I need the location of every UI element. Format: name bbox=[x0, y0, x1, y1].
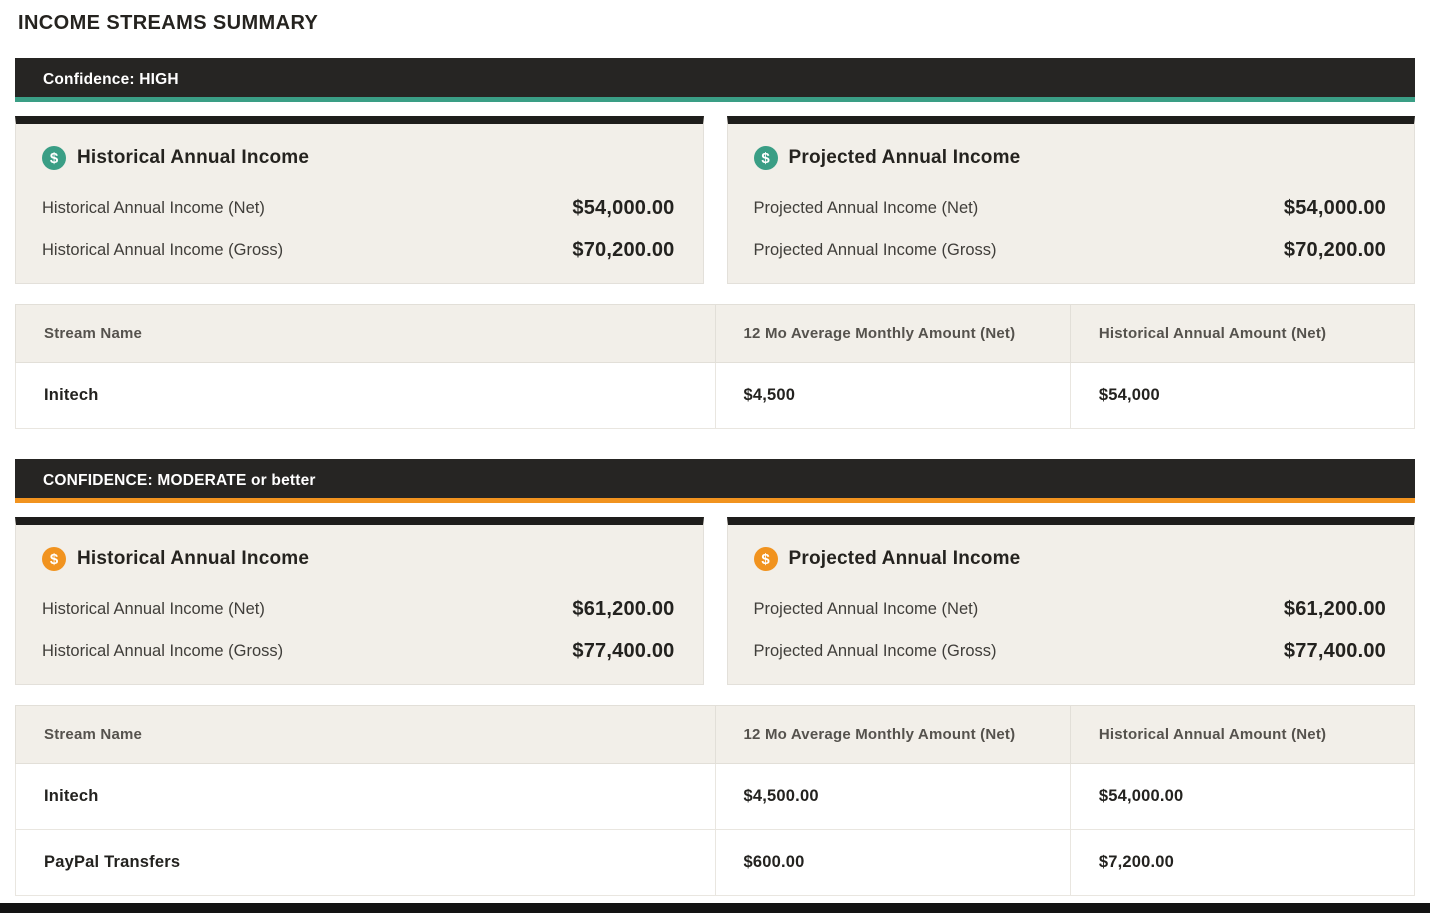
income-value: $61,200.00 bbox=[1283, 598, 1386, 620]
income-label: Projected Annual Income (Net) bbox=[753, 600, 979, 618]
stream-name-cell: Initech bbox=[15, 763, 716, 830]
confidence-banner-label: CONFIDENCE: MODERATE or better bbox=[43, 472, 316, 489]
dollar-circle-icon: $ bbox=[753, 146, 778, 170]
income-cards-row: $ Historical Annual Income Historical An… bbox=[15, 116, 1415, 284]
card-title: Projected Annual Income bbox=[788, 548, 1021, 569]
income-row: Historical Annual Income (Net) $61,200.0… bbox=[42, 597, 675, 621]
annual-amount-cell: $7,200.00 bbox=[1069, 829, 1416, 896]
income-row: Projected Annual Income (Gross) $70,200.… bbox=[754, 238, 1387, 262]
column-header-annual-amount: Historical Annual Amount (Net) bbox=[1069, 304, 1416, 363]
dollar-circle-icon: $ bbox=[753, 547, 778, 571]
next-section-banner-edge bbox=[0, 903, 1430, 913]
dollar-circle-icon: $ bbox=[42, 547, 66, 571]
income-value: $77,400.00 bbox=[1283, 640, 1386, 662]
projected-annual-income-card: $ Projected Annual Income Projected Annu… bbox=[726, 116, 1415, 284]
income-streams-table: Stream Name 12 Mo Average Monthly Amount… bbox=[15, 304, 1416, 429]
page-title: INCOME STREAMS SUMMARY bbox=[18, 12, 319, 34]
table-header-row: Stream Name 12 Mo Average Monthly Amount… bbox=[15, 304, 1416, 363]
income-row: Projected Annual Income (Net) $61,200.00 bbox=[754, 597, 1387, 621]
income-value: $54,000.00 bbox=[1283, 197, 1386, 219]
dollar-circle-icon: $ bbox=[42, 146, 66, 170]
income-label: Historical Annual Income (Gross) bbox=[42, 642, 284, 660]
income-row: Historical Annual Income (Gross) $77,400… bbox=[42, 639, 675, 663]
card-header: $ Projected Annual Income bbox=[753, 146, 1387, 170]
income-cards-row: $ Historical Annual Income Historical An… bbox=[15, 517, 1415, 685]
income-value: $61,200.00 bbox=[572, 598, 675, 620]
card-header: $ Historical Annual Income bbox=[42, 146, 675, 170]
historical-annual-income-card: $ Historical Annual Income Historical An… bbox=[15, 116, 704, 284]
stream-name-cell: Initech bbox=[15, 362, 716, 429]
monthly-amount-cell: $4,500 bbox=[714, 362, 1071, 429]
table-row: PayPal Transfers $600.00 $7,200.00 bbox=[15, 829, 1416, 896]
income-row: Historical Annual Income (Net) $54,000.0… bbox=[42, 196, 675, 220]
income-label: Projected Annual Income (Gross) bbox=[753, 241, 997, 259]
monthly-amount-cell: $4,500.00 bbox=[714, 763, 1071, 830]
card-header: $ Projected Annual Income bbox=[753, 547, 1387, 571]
historical-annual-income-card: $ Historical Annual Income Historical An… bbox=[15, 517, 704, 685]
confidence-banner-high: Confidence: HIGH bbox=[15, 58, 1415, 102]
table-row: Initech $4,500.00 $54,000.00 bbox=[15, 763, 1416, 830]
section-confidence-moderate: CONFIDENCE: MODERATE or better $ Histori… bbox=[15, 459, 1416, 896]
projected-annual-income-card: $ Projected Annual Income Projected Annu… bbox=[726, 517, 1415, 685]
column-header-stream-name: Stream Name bbox=[15, 705, 716, 764]
income-row: Historical Annual Income (Gross) $70,200… bbox=[42, 238, 675, 262]
income-label: Historical Annual Income (Net) bbox=[42, 600, 265, 618]
income-value: $77,400.00 bbox=[572, 640, 675, 662]
confidence-banner-moderate: CONFIDENCE: MODERATE or better bbox=[15, 459, 1415, 503]
monthly-amount-cell: $600.00 bbox=[714, 829, 1071, 896]
income-value: $70,200.00 bbox=[572, 239, 675, 261]
annual-amount-cell: $54,000 bbox=[1069, 362, 1416, 429]
table-row: Initech $4,500 $54,000 bbox=[15, 362, 1416, 429]
table-header-row: Stream Name 12 Mo Average Monthly Amount… bbox=[15, 705, 1416, 764]
income-row: Projected Annual Income (Net) $54,000.00 bbox=[754, 196, 1387, 220]
income-streams-table: Stream Name 12 Mo Average Monthly Amount… bbox=[15, 705, 1416, 896]
column-header-monthly-amount: 12 Mo Average Monthly Amount (Net) bbox=[714, 705, 1071, 764]
card-header: $ Historical Annual Income bbox=[42, 547, 675, 571]
annual-amount-cell: $54,000.00 bbox=[1069, 763, 1416, 830]
column-header-stream-name: Stream Name bbox=[15, 304, 716, 363]
confidence-banner-label: Confidence: HIGH bbox=[43, 71, 179, 88]
column-header-annual-amount: Historical Annual Amount (Net) bbox=[1069, 705, 1416, 764]
section-confidence-high: Confidence: HIGH $ Historical Annual Inc… bbox=[15, 58, 1416, 429]
column-header-monthly-amount: 12 Mo Average Monthly Amount (Net) bbox=[714, 304, 1071, 363]
stream-name-cell: PayPal Transfers bbox=[15, 829, 716, 896]
income-row: Projected Annual Income (Gross) $77,400.… bbox=[754, 639, 1387, 663]
income-label: Projected Annual Income (Net) bbox=[753, 199, 979, 217]
card-title: Projected Annual Income bbox=[788, 147, 1021, 168]
income-value: $54,000.00 bbox=[572, 197, 675, 219]
income-value: $70,200.00 bbox=[1283, 239, 1386, 261]
income-label: Projected Annual Income (Gross) bbox=[753, 642, 997, 660]
card-title: Historical Annual Income bbox=[77, 147, 310, 168]
income-label: Historical Annual Income (Net) bbox=[42, 199, 265, 217]
card-title: Historical Annual Income bbox=[77, 548, 310, 569]
income-label: Historical Annual Income (Gross) bbox=[42, 241, 284, 259]
